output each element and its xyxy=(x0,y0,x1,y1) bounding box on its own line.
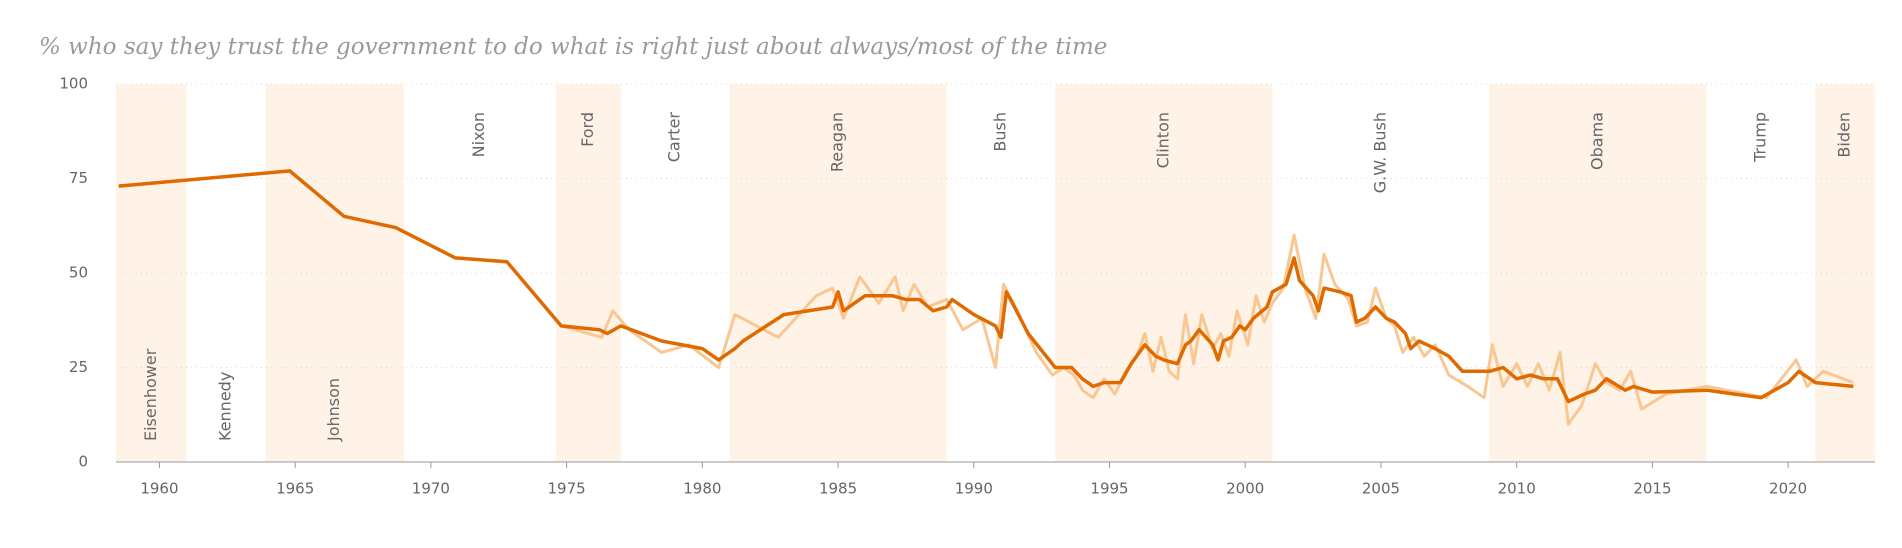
x-tick-label: 2015 xyxy=(1633,480,1671,498)
x-tick-label: 1970 xyxy=(412,480,450,498)
president-label: Bush xyxy=(990,112,1009,152)
president-label: Ford xyxy=(578,112,597,147)
term-band xyxy=(729,84,947,462)
president-label: Obama xyxy=(1588,112,1607,170)
president-label: Reagan xyxy=(828,112,847,172)
president-label: Trump xyxy=(1750,112,1769,163)
president-label: Eisenhower xyxy=(141,348,160,441)
x-tick-label: 1995 xyxy=(1090,480,1128,498)
president-label: G.W. Bush xyxy=(1370,112,1389,193)
y-tick-label: 75 xyxy=(69,169,88,187)
x-tick-label: 2005 xyxy=(1362,480,1400,498)
y-tick-label: 100 xyxy=(59,75,88,93)
president-label: Johnson xyxy=(324,378,343,442)
y-tick-label: 0 xyxy=(78,453,88,471)
x-tick-label: 1990 xyxy=(955,480,993,498)
x-tick-label: 1985 xyxy=(819,480,857,498)
trend-line xyxy=(118,169,1854,426)
x-tick-label: 1965 xyxy=(276,480,314,498)
x-tick-label: 1975 xyxy=(548,480,586,498)
x-tick-label: 2020 xyxy=(1769,480,1807,498)
x-tick-label: 1960 xyxy=(140,480,178,498)
president-label: Carter xyxy=(665,112,684,163)
x-tick-label: 1980 xyxy=(683,480,721,498)
x-tick-label: 2000 xyxy=(1226,480,1264,498)
y-tick-label: 25 xyxy=(69,358,88,376)
term-band xyxy=(1489,84,1707,462)
president-label: Biden xyxy=(1835,112,1854,158)
trend-line xyxy=(118,169,1854,404)
term-band xyxy=(265,84,404,462)
y-tick-label: 50 xyxy=(69,264,88,282)
chart-title: % who say they trust the government to d… xyxy=(39,34,1107,60)
president-label: Kennedy xyxy=(215,372,234,441)
president-label: Clinton xyxy=(1153,112,1172,168)
president-label: Nixon xyxy=(469,112,488,157)
term-band xyxy=(1815,84,1875,462)
x-tick-label: 2010 xyxy=(1498,480,1536,498)
